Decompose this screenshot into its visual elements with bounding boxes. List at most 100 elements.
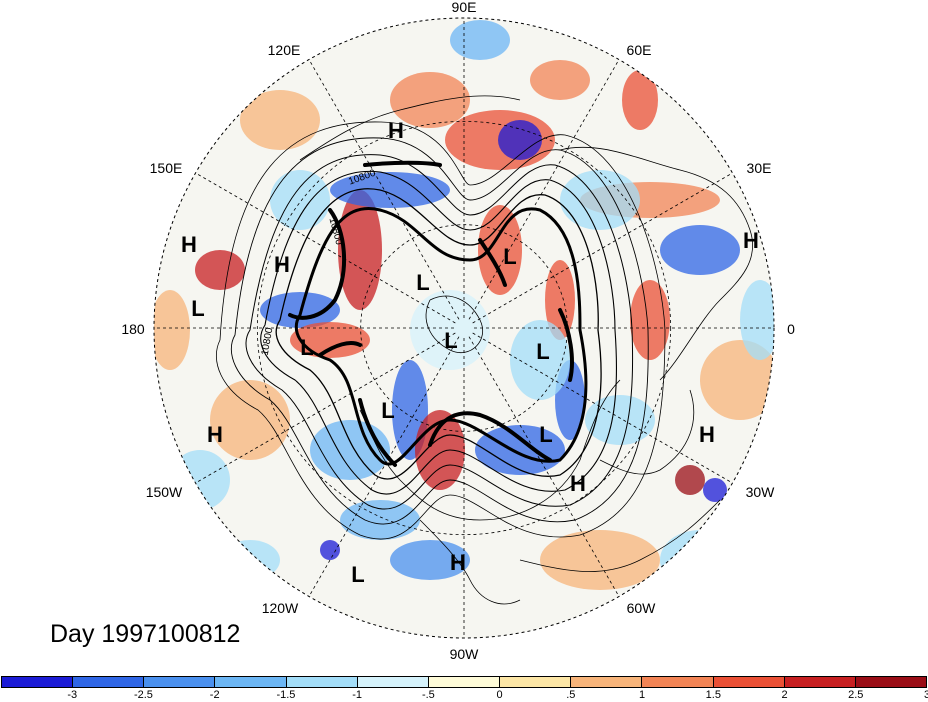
meridian-line: [468, 336, 620, 597]
longitude-labels: 90E 60E 30E 0 30W 60W 90W 120W 150W 180 150E 120E: [121, 0, 795, 660]
anomaly-blob: [498, 120, 542, 160]
low-pressure-label: L: [416, 270, 429, 295]
longitude-label: 30E: [747, 160, 772, 176]
jet-contour: [558, 308, 574, 382]
colorbar-swatch: [642, 677, 714, 687]
coastline: [419, 519, 521, 605]
jet-contour: [358, 398, 397, 467]
longitude-label: 120W: [262, 600, 299, 616]
jet-contour: [428, 411, 552, 462]
height-contour: [260, 170, 618, 495]
map-disk: [153, 17, 775, 639]
low-pressure-label: L: [191, 296, 204, 321]
lat-lon-grid: [154, 18, 774, 638]
longitude-label: 180: [121, 321, 145, 337]
colorbar-swatch: [500, 677, 572, 687]
colorbar-swatch: [286, 677, 358, 687]
anomaly-blob: [450, 20, 510, 60]
height-contour: [294, 207, 588, 466]
meridian-line: [472, 172, 733, 324]
low-pressure-label: L: [539, 422, 552, 447]
anomaly-blob: [675, 465, 705, 495]
high-pressure-label: H: [274, 252, 290, 277]
height-contour: [216, 121, 666, 540]
colorbar-tick-label: -.5: [421, 689, 435, 701]
longitude-label: 150W: [146, 484, 183, 500]
anomaly-blob: [475, 425, 565, 475]
map-border: [153, 17, 775, 639]
anomaly-blob: [154, 290, 190, 370]
high-pressure-label: H: [388, 118, 404, 143]
anomaly-blob: [320, 540, 340, 560]
anomaly-blob: [390, 72, 470, 128]
coastline: [599, 389, 694, 475]
low-pressure-label: L: [444, 328, 457, 353]
colorbar-swatch: [357, 677, 429, 687]
anomaly-field: [154, 20, 774, 590]
coastline: [559, 146, 754, 381]
contour-value-label: 10800: [260, 326, 276, 356]
longitude-label: 120E: [268, 42, 301, 58]
colorbar-tick-label: 1.5: [705, 689, 721, 701]
low-pressure-label: L: [351, 562, 364, 587]
anomaly-blob: [530, 60, 590, 100]
anomaly-blob: [703, 478, 727, 502]
high-pressure-label: H: [181, 232, 197, 257]
high-pressure-label: H: [570, 471, 586, 496]
anomaly-blob: [560, 170, 640, 230]
anomaly-blob: [630, 280, 670, 360]
longitude-label: 60E: [627, 42, 652, 58]
coastline: [519, 499, 721, 572]
colorbar-swatch: [428, 677, 501, 687]
latitude-circle: [360, 224, 568, 432]
colorbar-tick-labels: -3 -2.5 -2 -1.5 -1 -.5 0 .5 1 1.5 2 2.5 3: [1, 689, 928, 702]
jet-contour: [318, 341, 362, 357]
meridian-line: [468, 59, 620, 320]
colorbar-tick-label: 3: [923, 689, 928, 701]
anomaly-blob: [660, 225, 740, 275]
anomaly-blob: [390, 540, 470, 580]
polar-map: 90E 60E 30E 0 30W 60W 90W 120W 150W 180 150E 120E H…: [121, 0, 795, 660]
low-pressure-label: L: [381, 398, 394, 423]
anomaly-blob: [410, 290, 490, 370]
jet-contour: [363, 160, 442, 167]
high-pressure-label: H: [450, 550, 466, 575]
longitude-label: 0: [787, 321, 795, 337]
colorbar-tick-label: -3: [67, 689, 78, 701]
anomaly-blob: [240, 90, 320, 150]
anomaly-blob: [585, 395, 655, 445]
anomaly-blob: [210, 380, 290, 460]
colorbar-tick-label: -1.5: [276, 689, 296, 701]
height-contour: [245, 154, 634, 510]
height-contour: [230, 137, 649, 525]
anomaly-blob: [540, 530, 660, 590]
colorbar-swatch: [855, 677, 927, 687]
anomaly-blob: [330, 172, 450, 208]
meridian-line: [472, 332, 733, 484]
low-pressure-label: L: [300, 335, 313, 360]
anomaly-blob: [740, 280, 774, 360]
high-pressure-label: H: [699, 422, 715, 447]
height-contours: [216, 121, 666, 540]
anomaly-blob: [545, 260, 575, 340]
high-pressure-label: H: [743, 228, 759, 253]
longitude-label: 90E: [452, 0, 477, 15]
meridian-line: [308, 59, 460, 320]
colorbar-tick-label: -2.5: [133, 689, 153, 701]
colorbar-swatch: [571, 677, 643, 687]
anomaly-blob: [310, 420, 390, 480]
colorbar-swatch: [73, 677, 145, 687]
coastline: [299, 95, 521, 161]
colorbar-tick-label: -2: [209, 689, 220, 701]
anomaly-blob: [510, 320, 570, 400]
meridian-line: [308, 336, 460, 597]
high-pressure-label: H: [450, 550, 466, 575]
longitude-label: 30W: [746, 484, 776, 500]
anomaly-blob: [338, 190, 382, 310]
low-pressure-label: L: [536, 339, 549, 364]
longitude-label: 60W: [627, 600, 657, 616]
anomaly-blob: [340, 500, 420, 540]
colorbar-tick-label: 2: [781, 689, 788, 701]
colorbar-swatch: [713, 677, 785, 687]
